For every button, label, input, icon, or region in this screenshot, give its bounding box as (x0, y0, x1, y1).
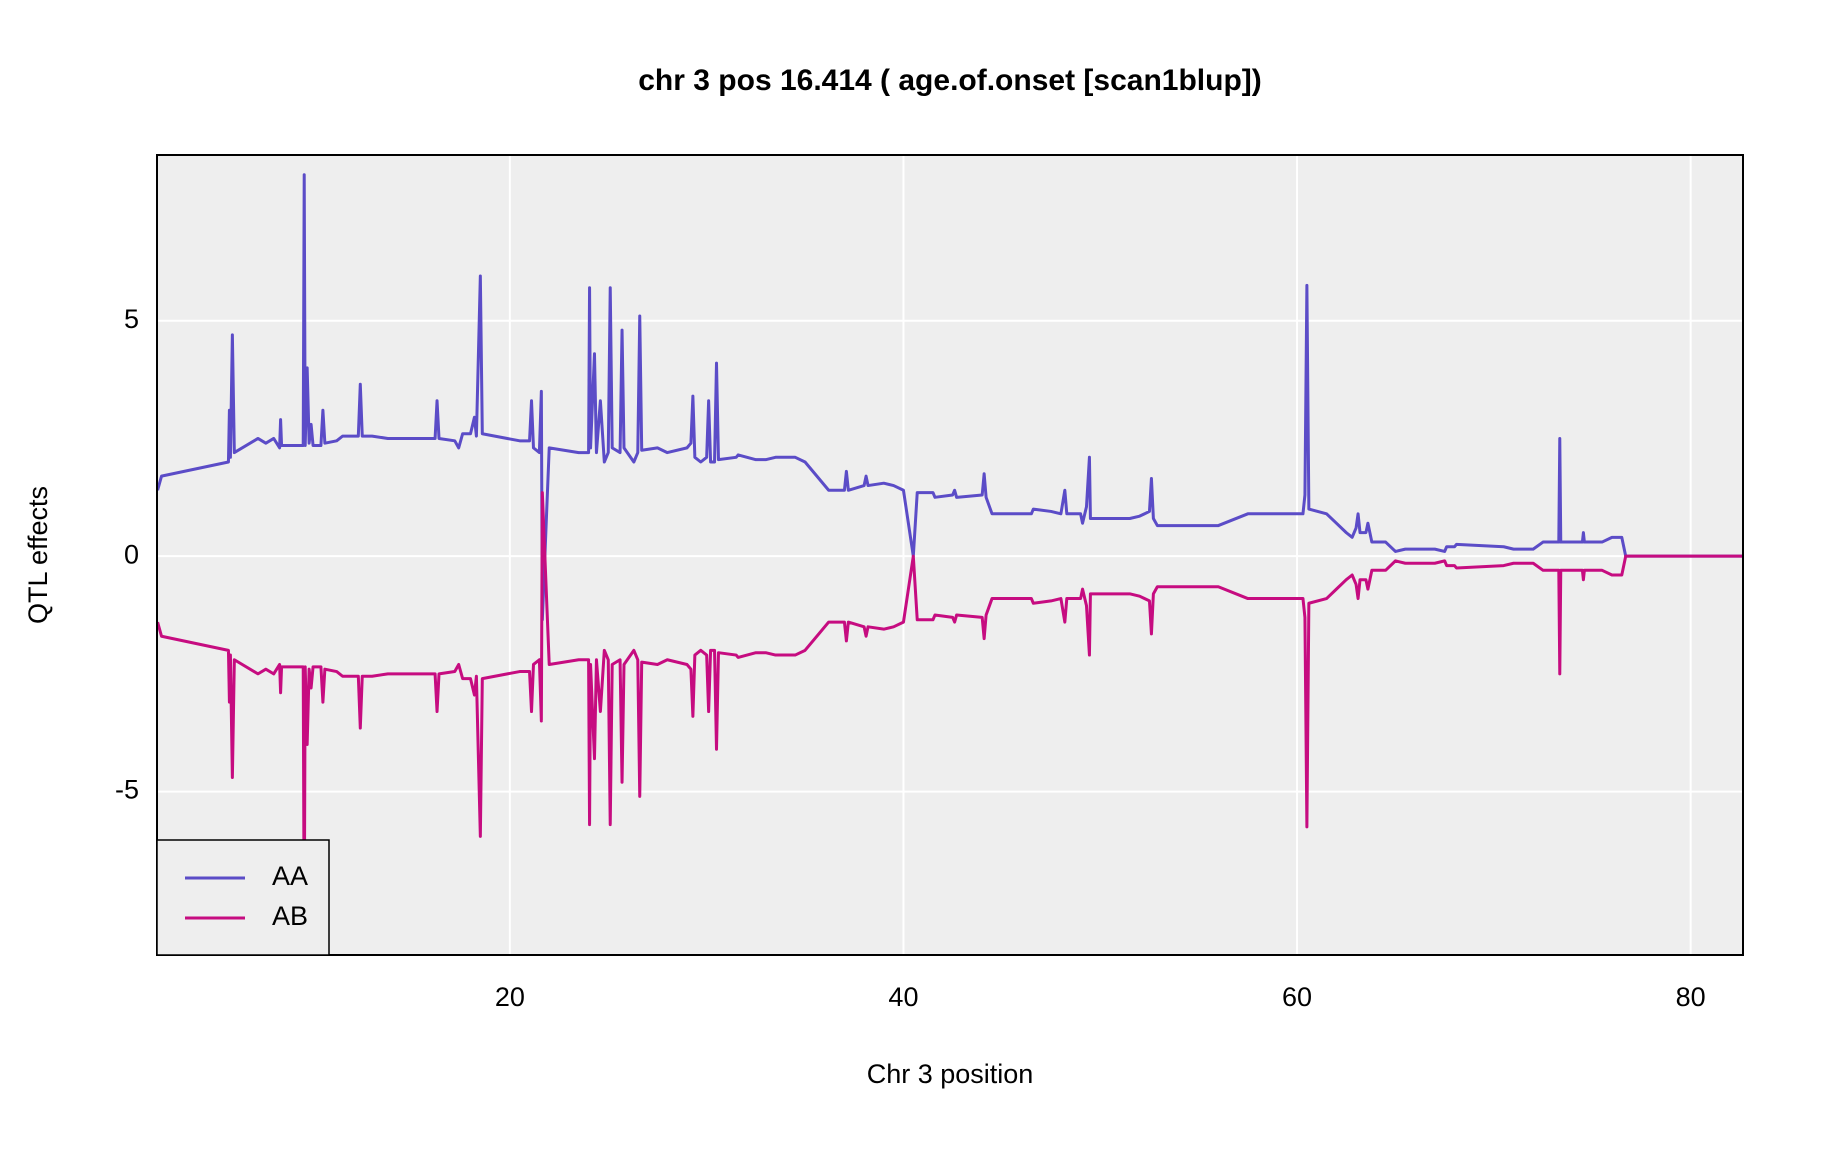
data-line (157, 173, 1743, 622)
data-line (157, 491, 1743, 940)
x-tick-label: 40 (888, 982, 918, 1012)
y-tick-label: 0 (124, 539, 139, 569)
y-axis-label: QTL effects (23, 486, 53, 624)
x-tick-label: 80 (1676, 982, 1706, 1012)
chart-title: chr 3 pos 16.414 ( age.of.onset [scan1bl… (638, 64, 1262, 97)
plot-border (156, 154, 1744, 956)
plot-background (157, 155, 1743, 955)
y-tick-label: 5 (124, 304, 139, 334)
x-axis-label: Chr 3 position (867, 1059, 1034, 1089)
x-tick-label: 20 (495, 982, 525, 1012)
legend-label: AA (272, 861, 308, 891)
legend-label: AB (272, 901, 308, 931)
x-tick-label: 60 (1282, 982, 1312, 1012)
y-tick-label: -5 (115, 775, 139, 805)
legend-box (156, 839, 330, 956)
